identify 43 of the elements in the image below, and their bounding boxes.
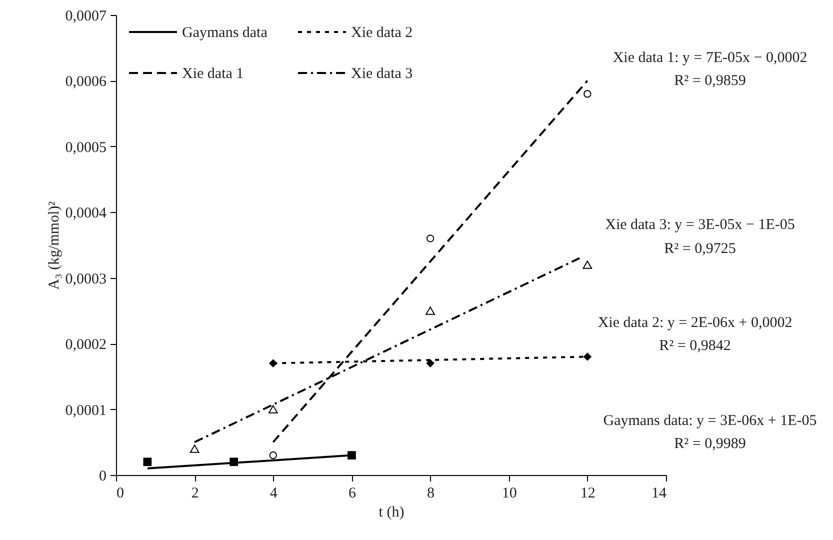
annotation: Xie data 3: y = 3E-05x − 1E-05: [605, 217, 795, 233]
point: [190, 444, 200, 453]
y-tick-label: 0,0006: [65, 74, 107, 90]
point: [426, 306, 435, 315]
x-tick-label: 8: [427, 486, 435, 502]
point: [582, 260, 592, 269]
annotation: R² = 0,9842: [659, 338, 731, 354]
point: [143, 458, 152, 466]
x-axis-title: t (h): [378, 504, 404, 520]
y-tick-label: 0,0003: [65, 271, 106, 288]
annotation: Xie data 1: y = 7E-05x − 0,0002: [612, 50, 808, 66]
point: [584, 90, 592, 98]
legend-label: Xie data 2: [351, 25, 413, 41]
y-tick-label: 0,0002: [65, 337, 106, 354]
point: [348, 451, 356, 460]
point: [268, 359, 278, 368]
point: [426, 359, 434, 368]
annotation: R² = 0,9725: [664, 241, 736, 257]
x-tick-label: 10: [502, 486, 517, 502]
x-tick-label: 6: [348, 486, 356, 502]
y-tick-label: 0,0004: [65, 206, 107, 222]
y-tick-label: 0: [99, 468, 106, 484]
legend-label: Gaymans data: [182, 25, 268, 41]
y-tick-label: 0,0005: [65, 140, 106, 156]
annotation: Xie data 2: y = 2E-06x + 0,0002: [598, 315, 792, 331]
y-tick-label: 0,0007: [65, 8, 107, 24]
x-tick-label: 2: [191, 486, 199, 502]
legend-label: Xie data 1: [182, 66, 244, 82]
x-tick-label: 14: [652, 486, 667, 502]
point: [230, 458, 238, 466]
x-tick-label: 0: [116, 486, 124, 502]
point: [426, 234, 434, 242]
x-tick-label: 4: [270, 486, 278, 502]
text: R² = 0,9989: [674, 436, 746, 452]
point: [583, 352, 592, 361]
annotation: Gaymans data: y = 3E-06x + 1E-05: [603, 413, 817, 429]
x-tick-label: 12: [580, 486, 596, 502]
point: [269, 451, 277, 460]
point: [268, 405, 278, 414]
y-axis-title: A₃ (kg/mmol)²: [46, 200, 62, 290]
text: R² = 0,9859: [674, 73, 746, 89]
y-tick-label: 0,0001: [65, 402, 106, 419]
legend-label: Xie data 3: [351, 66, 413, 82]
